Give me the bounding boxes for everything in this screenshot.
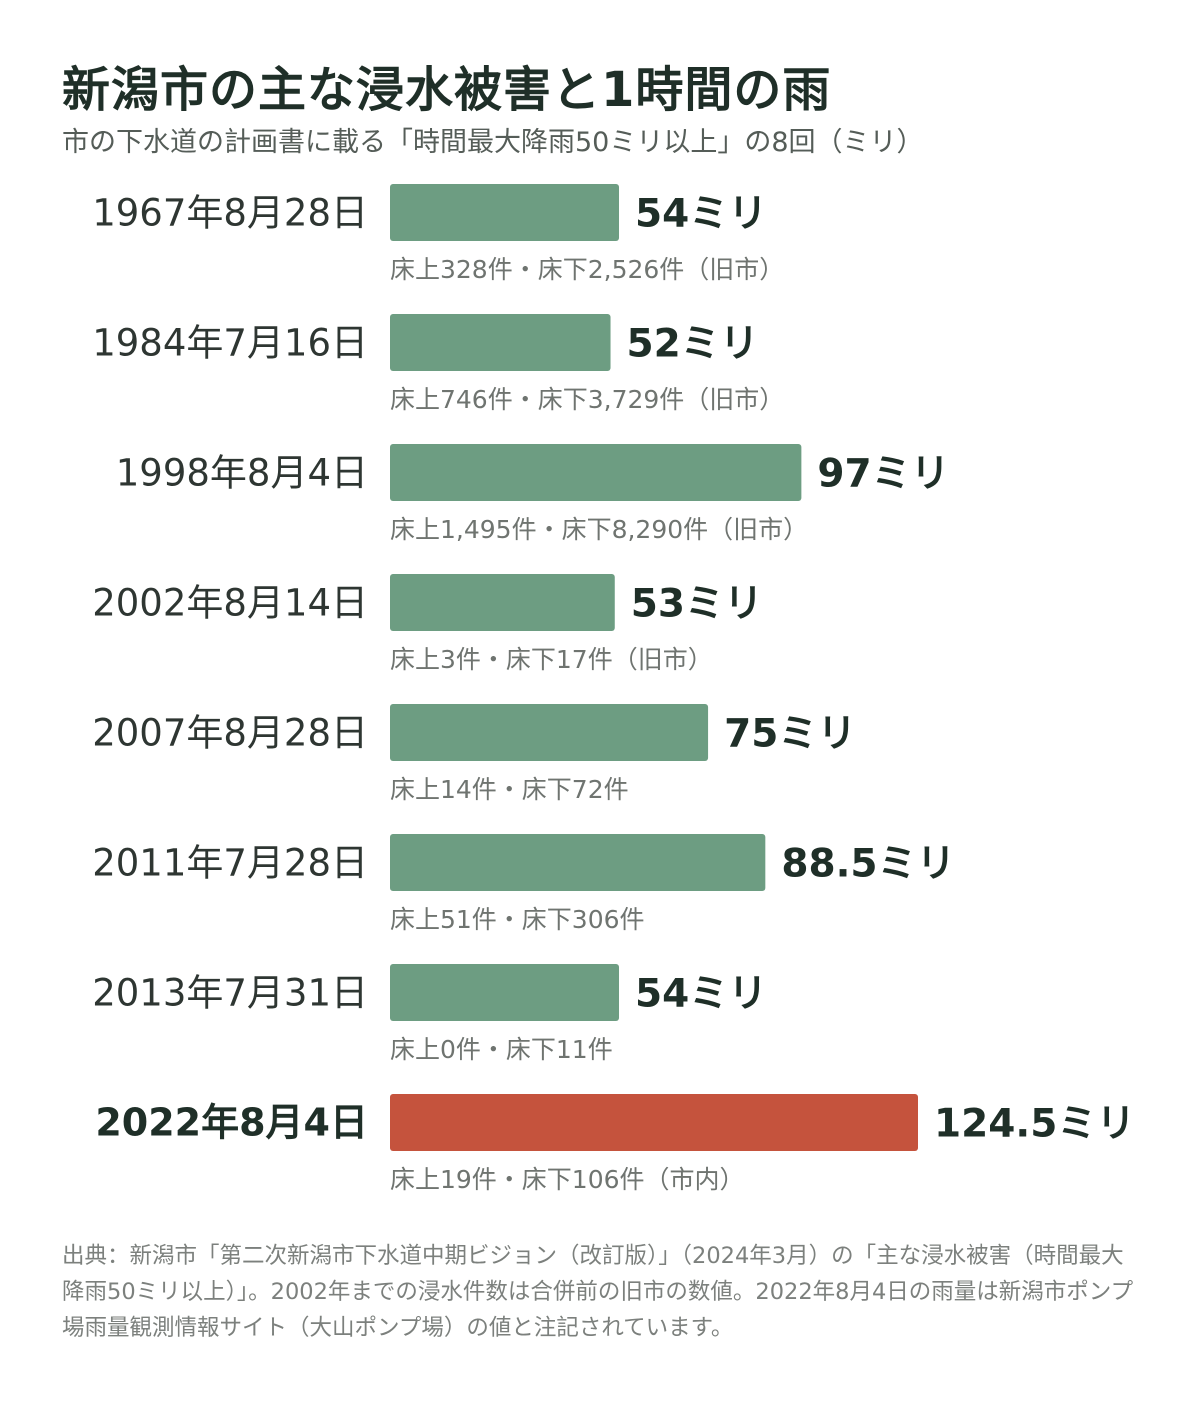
date-label: 1998年8月4日: [116, 452, 368, 495]
value-label: 52ミリ: [627, 322, 759, 367]
rain-bar: [390, 314, 611, 371]
value-label: 54ミリ: [635, 972, 767, 1017]
date-label: 2007年8月28日: [92, 712, 368, 755]
date-label: 2022年8月4日: [95, 1101, 368, 1145]
date-label: 2011年7月28日: [92, 842, 368, 885]
highlight-bar: [390, 1094, 918, 1151]
source-footnote: 出典：新潟市「第二次新潟市下水道中期ビジョン（改訂版）」（2024年3月）の「主…: [62, 1243, 1134, 1341]
value-label: 75ミリ: [724, 712, 856, 757]
rain-bar: [390, 574, 615, 631]
date-label: 1984年7月16日: [92, 322, 368, 365]
value-label: 97ミリ: [817, 452, 949, 497]
damage-label: 床上328件・床下2,526件（旧市）: [390, 255, 784, 284]
damage-label: 床上19件・床下106件（市内）: [390, 1165, 745, 1194]
damage-label: 床上746件・床下3,729件（旧市）: [390, 385, 784, 414]
value-label: 54ミリ: [635, 192, 767, 237]
value-label: 53ミリ: [631, 582, 763, 627]
damage-label: 床上14件・床下72件: [390, 775, 629, 804]
rain-bar: [390, 184, 620, 241]
value-label: 124.5ミリ: [934, 1102, 1135, 1147]
date-label: 2002年8月14日: [92, 582, 368, 625]
damage-label: 床上51件・床下306件: [390, 905, 645, 934]
rain-bar: [390, 964, 620, 1021]
damage-label: 床上0件・床下11件: [390, 1035, 613, 1064]
bar-chart: 1967年8月28日 54ミリ床上328件・床下2,526件（旧市）1984年7月…: [92, 184, 1135, 1194]
chart-subtitle: 市の下水道の計画書に載る「時間最大降雨50ミリ以上」の8回（ミリ）: [62, 127, 924, 158]
date-label: 1967年8月28日: [92, 192, 368, 235]
rain-bar: [390, 704, 709, 761]
rain-bar: [390, 444, 802, 501]
rain-bar: [390, 834, 766, 891]
date-label: 2013年7月31日: [92, 972, 368, 1015]
value-label: 88.5ミリ: [781, 842, 955, 887]
damage-label: 床上1,495件・床下8,290件（旧市）: [390, 515, 808, 544]
chart-title: 新潟市の主な浸水被害と1時間の雨: [62, 62, 832, 118]
damage-label: 床上3件・床下17件（旧市）: [390, 645, 713, 674]
